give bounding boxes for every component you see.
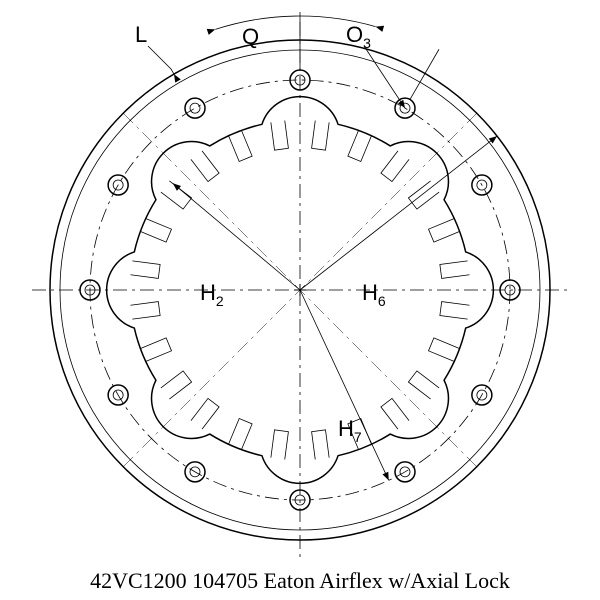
- leader-L: [148, 46, 174, 74]
- label-O3: O3: [346, 22, 371, 51]
- label-L: L: [135, 22, 147, 47]
- diagram-canvas: LQO3H2H6H7 42VC1200 104705 Eaton Airflex…: [0, 0, 600, 600]
- label-Q: Q: [242, 24, 259, 49]
- bolt-hole: [185, 98, 205, 118]
- caption-text: 42VC1200 104705 Eaton Airflex w/Axial Lo…: [0, 568, 600, 594]
- clutch-face-diagram: LQO3H2H6H7: [0, 0, 600, 600]
